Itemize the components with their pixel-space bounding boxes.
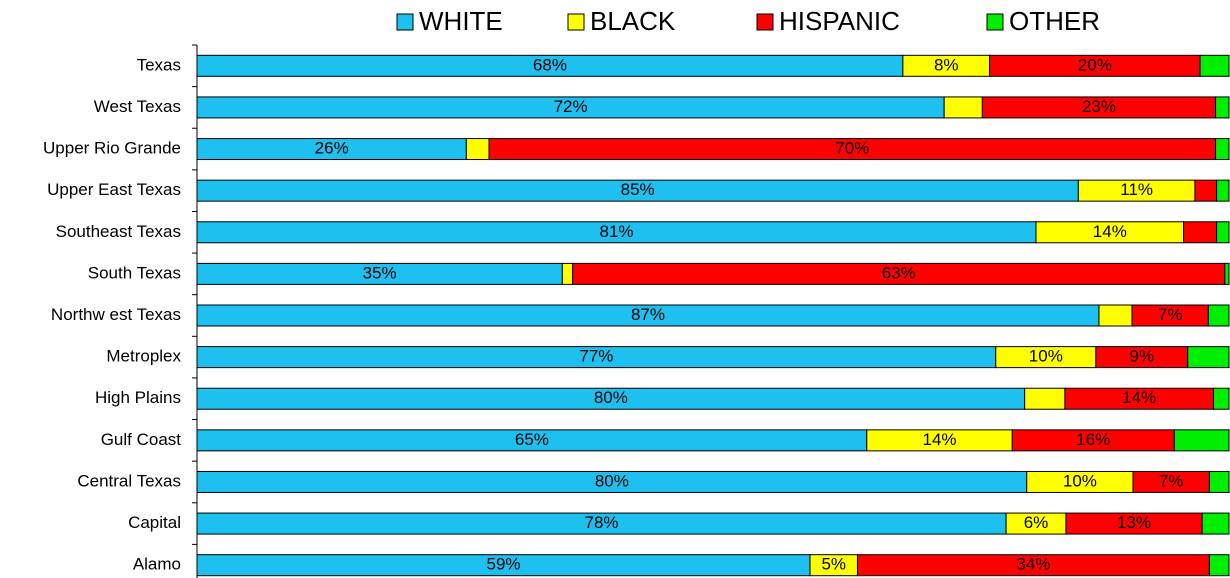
data-label: 7%	[1159, 471, 1184, 490]
bar-segment	[1216, 179, 1230, 202]
data-label: 34%	[1016, 555, 1050, 574]
data-label: 14%	[1093, 222, 1127, 241]
bar-segment	[1098, 304, 1133, 327]
bar-segment	[1024, 387, 1066, 410]
bar-segment	[1208, 554, 1230, 577]
data-label: 63%	[882, 263, 916, 282]
bar-segment	[561, 262, 574, 285]
category-label: Capital	[128, 513, 181, 532]
category-label: Metroplex	[106, 347, 181, 366]
bar-segment	[1207, 304, 1230, 327]
bar-segment	[1208, 470, 1230, 493]
data-label: 80%	[594, 388, 628, 407]
bar-segment	[1213, 387, 1230, 410]
data-label: 72%	[554, 97, 588, 116]
legend-label: BLACK	[590, 6, 676, 36]
data-label: 81%	[599, 222, 633, 241]
data-label: 7%	[1158, 305, 1183, 324]
legend-label: OTHER	[1009, 6, 1100, 36]
data-label: 87%	[631, 305, 665, 324]
legend-label: WHITE	[419, 6, 503, 36]
bar-segment	[1215, 138, 1230, 161]
bar-segment	[1224, 262, 1230, 285]
data-label: 26%	[315, 139, 349, 158]
bar-segment	[465, 138, 490, 161]
data-label: 14%	[1122, 388, 1156, 407]
data-label: 10%	[1063, 471, 1097, 490]
data-label: 77%	[579, 347, 613, 366]
category-label: Upper Rio Grande	[43, 139, 181, 158]
bar-segment	[1194, 179, 1218, 202]
data-label: 20%	[1078, 55, 1112, 74]
data-label: 70%	[835, 139, 869, 158]
category-label: Southeast Texas	[56, 222, 181, 241]
legend-label: HISPANIC	[779, 6, 900, 36]
bar-segment	[1215, 96, 1230, 119]
data-label: 16%	[1076, 430, 1110, 449]
category-label: Northw est Texas	[51, 305, 181, 324]
category-label: South Texas	[88, 263, 181, 282]
data-label: 14%	[923, 430, 957, 449]
bar-segment	[1199, 54, 1230, 77]
bar-segment	[1187, 346, 1230, 369]
bar-segment	[1201, 512, 1230, 535]
data-label: 78%	[585, 513, 619, 532]
category-label: Upper East Texas	[47, 180, 181, 199]
bar-segment	[1216, 221, 1230, 244]
legend-swatch	[567, 13, 585, 31]
data-label: 10%	[1029, 347, 1063, 366]
data-label: 23%	[1082, 97, 1116, 116]
legend-swatch	[986, 13, 1004, 31]
bar-segment	[1183, 221, 1218, 244]
data-label: 9%	[1130, 347, 1155, 366]
category-label: Central Texas	[77, 471, 181, 490]
data-label: 65%	[515, 430, 549, 449]
data-label: 35%	[363, 263, 397, 282]
category-label: Alamo	[133, 555, 181, 574]
bar-segment	[1173, 429, 1230, 452]
data-label: 11%	[1120, 180, 1153, 199]
category-label: West Texas	[94, 97, 181, 116]
category-label: Gulf Coast	[101, 430, 182, 449]
data-label: 59%	[486, 555, 520, 574]
legend-swatch	[756, 13, 774, 31]
data-label: 5%	[821, 555, 846, 574]
data-label: 85%	[621, 180, 655, 199]
category-label: Texas	[137, 55, 181, 74]
legend-swatch	[396, 13, 414, 31]
data-label: 6%	[1024, 513, 1049, 532]
data-label: 80%	[595, 471, 629, 490]
bar-segment	[943, 96, 983, 119]
data-label: 68%	[533, 55, 567, 74]
data-label: 13%	[1117, 513, 1151, 532]
data-label: 8%	[934, 55, 959, 74]
category-label: High Plains	[95, 388, 181, 407]
